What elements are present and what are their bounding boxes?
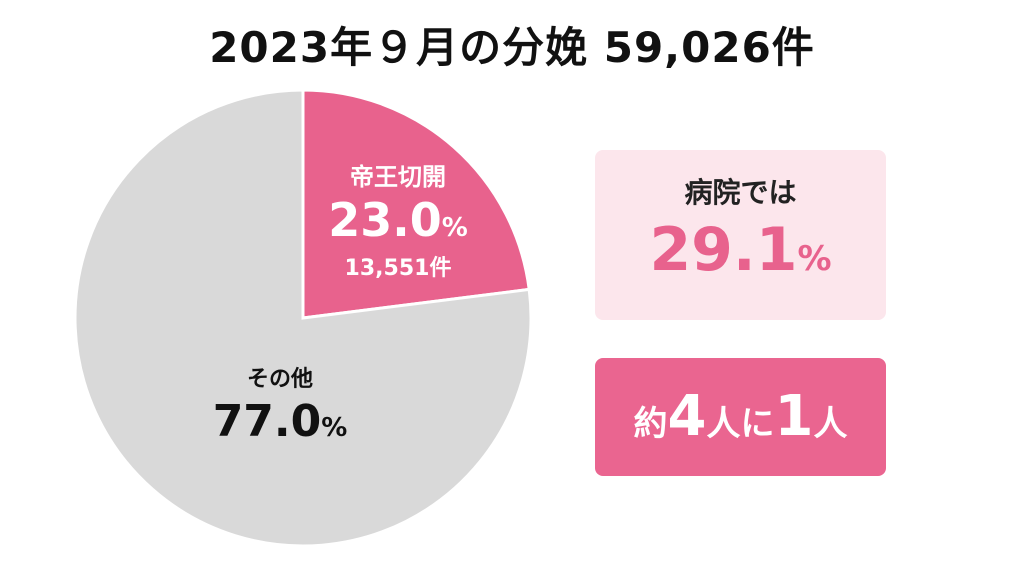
pie-slice-cesarean <box>301 88 531 320</box>
other-label: その他 <box>246 367 313 392</box>
ratio-badge: 約4人に1人 <box>595 358 886 476</box>
chart-title: 2023年９月の分娩 59,026件 <box>209 23 815 72</box>
cesarean-percent: 23.0% <box>328 193 468 247</box>
other-slice-label: その他 77.0% <box>180 364 380 454</box>
other-percent: 77.0% <box>212 396 348 447</box>
hospital-rate-card: 病院では 29.1% <box>595 150 886 320</box>
hospital-rate: 29.1% <box>649 215 832 285</box>
cesarean-count: 13,551件 <box>344 256 452 281</box>
cesarean-label: 帝王切開 <box>350 163 446 191</box>
hospital-label: 病院では <box>684 176 797 209</box>
pie-slice-other <box>73 88 533 548</box>
cesarean-slice-label: 帝王切開 23.0% 13,551件 <box>303 160 493 284</box>
